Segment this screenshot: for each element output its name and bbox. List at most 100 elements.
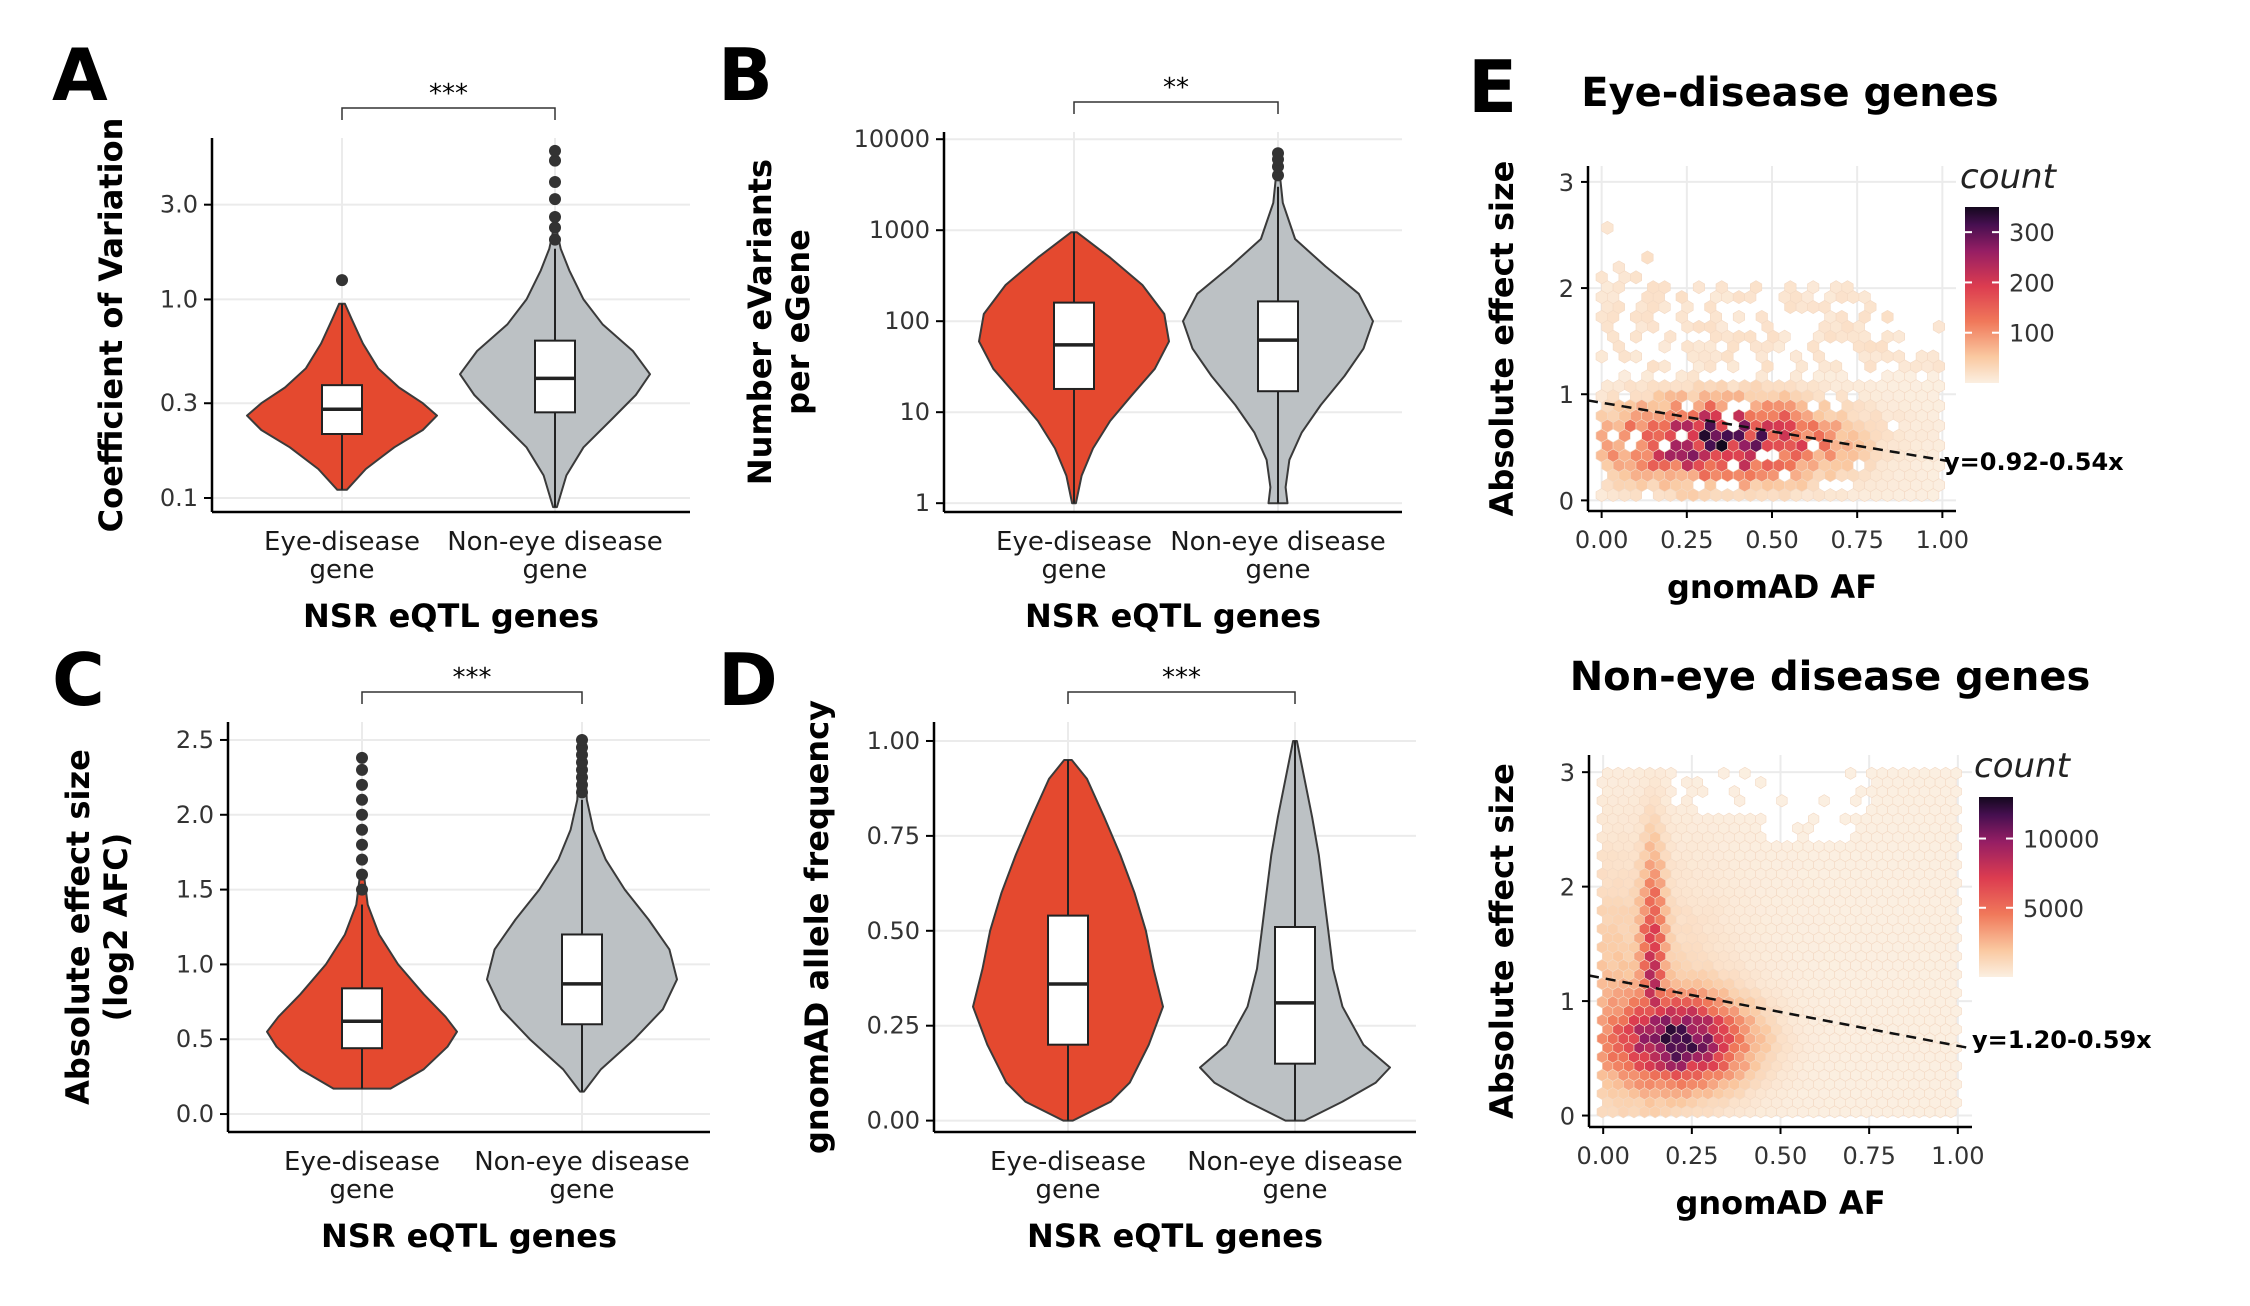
- significance-bracket: [1067, 691, 1296, 704]
- y-tick-label: 3.0: [160, 191, 198, 219]
- hexbin-cell: [1715, 280, 1728, 295]
- hexbin-cell: [1755, 309, 1768, 324]
- y-tick-label: 100: [884, 307, 930, 335]
- y-tick-label: 1.5: [176, 876, 214, 904]
- y-tick-label: 3: [1560, 759, 1575, 787]
- legend-tick-label: 300: [2009, 219, 2055, 247]
- hexbin-panel-noneye: y=1.20-0.59x 0 1 2 3 0.00 0.25 0.50 0.75 1.00 Non-…: [1483, 654, 2152, 1222]
- outlier-point: [549, 221, 561, 234]
- hexbin-cell: [1781, 840, 1793, 853]
- legend-tick-label: 100: [2009, 320, 2055, 348]
- x-tick-label: 0.00: [1576, 1142, 1629, 1170]
- outlier-point: [356, 838, 368, 851]
- hexbin-cell: [1892, 329, 1905, 344]
- hexbin-cell: [1881, 329, 1894, 344]
- box-iqr: [1257, 300, 1299, 393]
- significance-bracket: [341, 107, 556, 120]
- y-tick-label: 0.1: [160, 484, 198, 512]
- hexbin-cell: [1732, 309, 1745, 324]
- y-tick-label: 1: [1560, 988, 1575, 1016]
- hexbin-cell: [1792, 821, 1804, 835]
- hexbin-cell: [1858, 290, 1871, 305]
- hexbin-cell: [1744, 329, 1757, 344]
- legend-title: count: [1974, 746, 2072, 786]
- y-tick-label: 0.25: [867, 1012, 920, 1040]
- category-label-1-line-1: gene: [1246, 555, 1311, 585]
- y-tick-label: 1.0: [160, 285, 198, 313]
- hexbin-cell: [1876, 766, 1888, 780]
- category-label-1-line-0: Non-eye disease: [1170, 527, 1386, 557]
- panel-letter-a: A: [52, 33, 108, 117]
- hexbin-cell: [1681, 776, 1693, 789]
- hexbin-cell: [1595, 270, 1608, 285]
- y-axis-title: Absolute effect size: [1483, 763, 1521, 1119]
- regression-line: [1588, 974, 1969, 1049]
- hexbin-cell: [1612, 766, 1624, 780]
- hexbin-cell: [1732, 329, 1745, 344]
- hexbin-cell: [1824, 488, 1837, 503]
- x-tick-label: 0.25: [1665, 1142, 1718, 1170]
- hexbin-cell: [1915, 349, 1928, 364]
- category-label-1-line-1: gene: [1263, 1175, 1328, 1205]
- hexbin-cell: [1940, 766, 1952, 780]
- significance-label: **: [1163, 73, 1189, 103]
- hexbin-cell: [1744, 812, 1756, 826]
- hexbin-cell: [1790, 349, 1803, 364]
- legend-tick-label: 5000: [2023, 895, 2084, 923]
- hexbin-cell: [1647, 280, 1660, 295]
- hexbin-cell: [1692, 339, 1705, 354]
- hexbin-cell: [1723, 812, 1735, 826]
- hexbin-cell: [1761, 458, 1774, 473]
- outlier-point: [549, 176, 561, 189]
- category-label-0-line-1: gene: [1042, 555, 1107, 585]
- outlier-point: [576, 733, 588, 746]
- category-label-1-line-0: Non-eye disease: [474, 1147, 690, 1177]
- hexbin-cell: [1839, 812, 1851, 826]
- y-tick-label: 0.3: [160, 389, 198, 417]
- hexbin-cell: [1623, 766, 1635, 780]
- hexbin-cell: [1612, 260, 1625, 275]
- legend-title: count: [1960, 157, 2058, 197]
- panel-letter-c: C: [52, 638, 105, 722]
- category-label-0-line-0: Eye-disease: [996, 527, 1152, 557]
- outlier-point: [549, 211, 561, 224]
- outlier-point: [356, 883, 368, 896]
- y-axis-title-line-0: gnomAD allele frequency: [798, 700, 836, 1154]
- hexbin-cell: [1692, 319, 1705, 334]
- significance-label: ***: [453, 663, 492, 693]
- outlier-point: [549, 144, 561, 157]
- x-tick-label: 0.00: [1575, 526, 1628, 554]
- panel-letter-b: B: [718, 33, 773, 117]
- hexbin-cell: [1618, 369, 1631, 384]
- hexbin-cell: [1633, 766, 1645, 780]
- hexbin-panel-eye: y=0.92-0.54x 0 1 2 3 0.00 0.25 0.50 0.75 1.00 Eye-…: [1483, 70, 2124, 606]
- hexbin-cell: [1738, 379, 1751, 394]
- hexbin-cell: [1692, 280, 1705, 295]
- violin-panel-d: 0.000.250.500.751.00Eye-diseasegeneNon-e…: [798, 663, 1416, 1255]
- hexbin-cell: [1927, 349, 1940, 364]
- y-tick-label: 10000: [854, 125, 930, 153]
- hexbin-cell: [1772, 379, 1785, 394]
- hexbin-cell: [1929, 766, 1941, 780]
- category-label-0-line-0: Eye-disease: [264, 527, 420, 557]
- x-axis-title: NSR eQTL genes: [321, 1217, 617, 1255]
- hexbin-cell: [1704, 379, 1717, 394]
- hexbin-cell: [1841, 280, 1854, 295]
- hexbin-cell: [1630, 270, 1642, 285]
- hexbin-cell: [1866, 766, 1878, 780]
- hexbin-cell: [1654, 766, 1666, 780]
- regression-line: [1587, 399, 1953, 463]
- hexbin-cell: [1755, 812, 1767, 826]
- hexbin-cell: [1897, 766, 1909, 780]
- outlier-point: [549, 193, 561, 206]
- outlier-point: [356, 778, 368, 791]
- significance-label: ***: [1162, 663, 1201, 693]
- outlier-point: [356, 793, 368, 806]
- hexbin-cell: [1778, 329, 1791, 344]
- hexbin-cell: [1950, 766, 1962, 780]
- y-tick-label: 10: [899, 398, 930, 426]
- hexbin-cell: [1658, 379, 1671, 394]
- hexbin-cells: [1595, 220, 1945, 503]
